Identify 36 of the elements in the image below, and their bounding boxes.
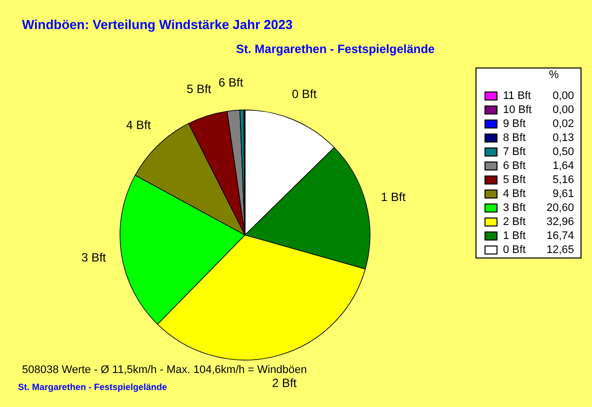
legend-label: 0 Bft (503, 244, 526, 256)
slice-label: 3 Bft (81, 250, 107, 265)
text: 0,00 (552, 90, 574, 102)
slice-label: 5 Bft (186, 82, 212, 96)
data-label: 1,64 (552, 160, 574, 172)
data-label: 12,65 (546, 244, 574, 256)
legend-label: 8 Bft (503, 132, 526, 144)
slice-label: 6 Bft (218, 76, 244, 90)
slice-label: 4 Bft (126, 118, 152, 132)
legend-label: 7 Bft (503, 146, 526, 158)
data-label: 5,16 (552, 174, 574, 186)
chart-title: Windböen: Verteilung Windstärke Jahr 2023 (22, 17, 293, 32)
legend-label: 10 Bft (503, 104, 532, 116)
legend-label: 3 Bft (503, 202, 526, 214)
legend-label: 6 Bft (503, 160, 526, 172)
data-label: 20,60 (546, 202, 574, 214)
legend-label: 9 Bft (503, 118, 526, 130)
data-label: 0,13 (552, 132, 574, 144)
text: 508038 Werte - Ø 11,5km/h - Max. 104,6km/h = Windböen (22, 364, 307, 376)
slice-label: 0 Bft (292, 86, 318, 101)
legend-label: 4 Bft (503, 188, 526, 200)
legend-label: 11 Bft (503, 90, 531, 102)
legend-label: 5 Bft (503, 174, 526, 186)
data-label: 9,61 (552, 188, 574, 200)
legend-label: 2 Bft (503, 216, 526, 228)
chart-subtitle: St. Margarethen - Festspielgelände (236, 42, 436, 56)
text: St. Margarethen - Festspielgelände (18, 382, 168, 392)
data-label: 0,02 (552, 118, 574, 130)
text: 0,00 (552, 104, 574, 116)
data-label: 32,96 (546, 216, 574, 228)
data-label: 0,50 (552, 146, 574, 158)
legend-title: % (549, 69, 559, 81)
slice-label: 1 Bft (380, 190, 406, 204)
legend-label: 1 Bft (503, 230, 526, 242)
slice-label: 2 Bft (272, 376, 298, 390)
data-label: 16,74 (546, 230, 574, 242)
